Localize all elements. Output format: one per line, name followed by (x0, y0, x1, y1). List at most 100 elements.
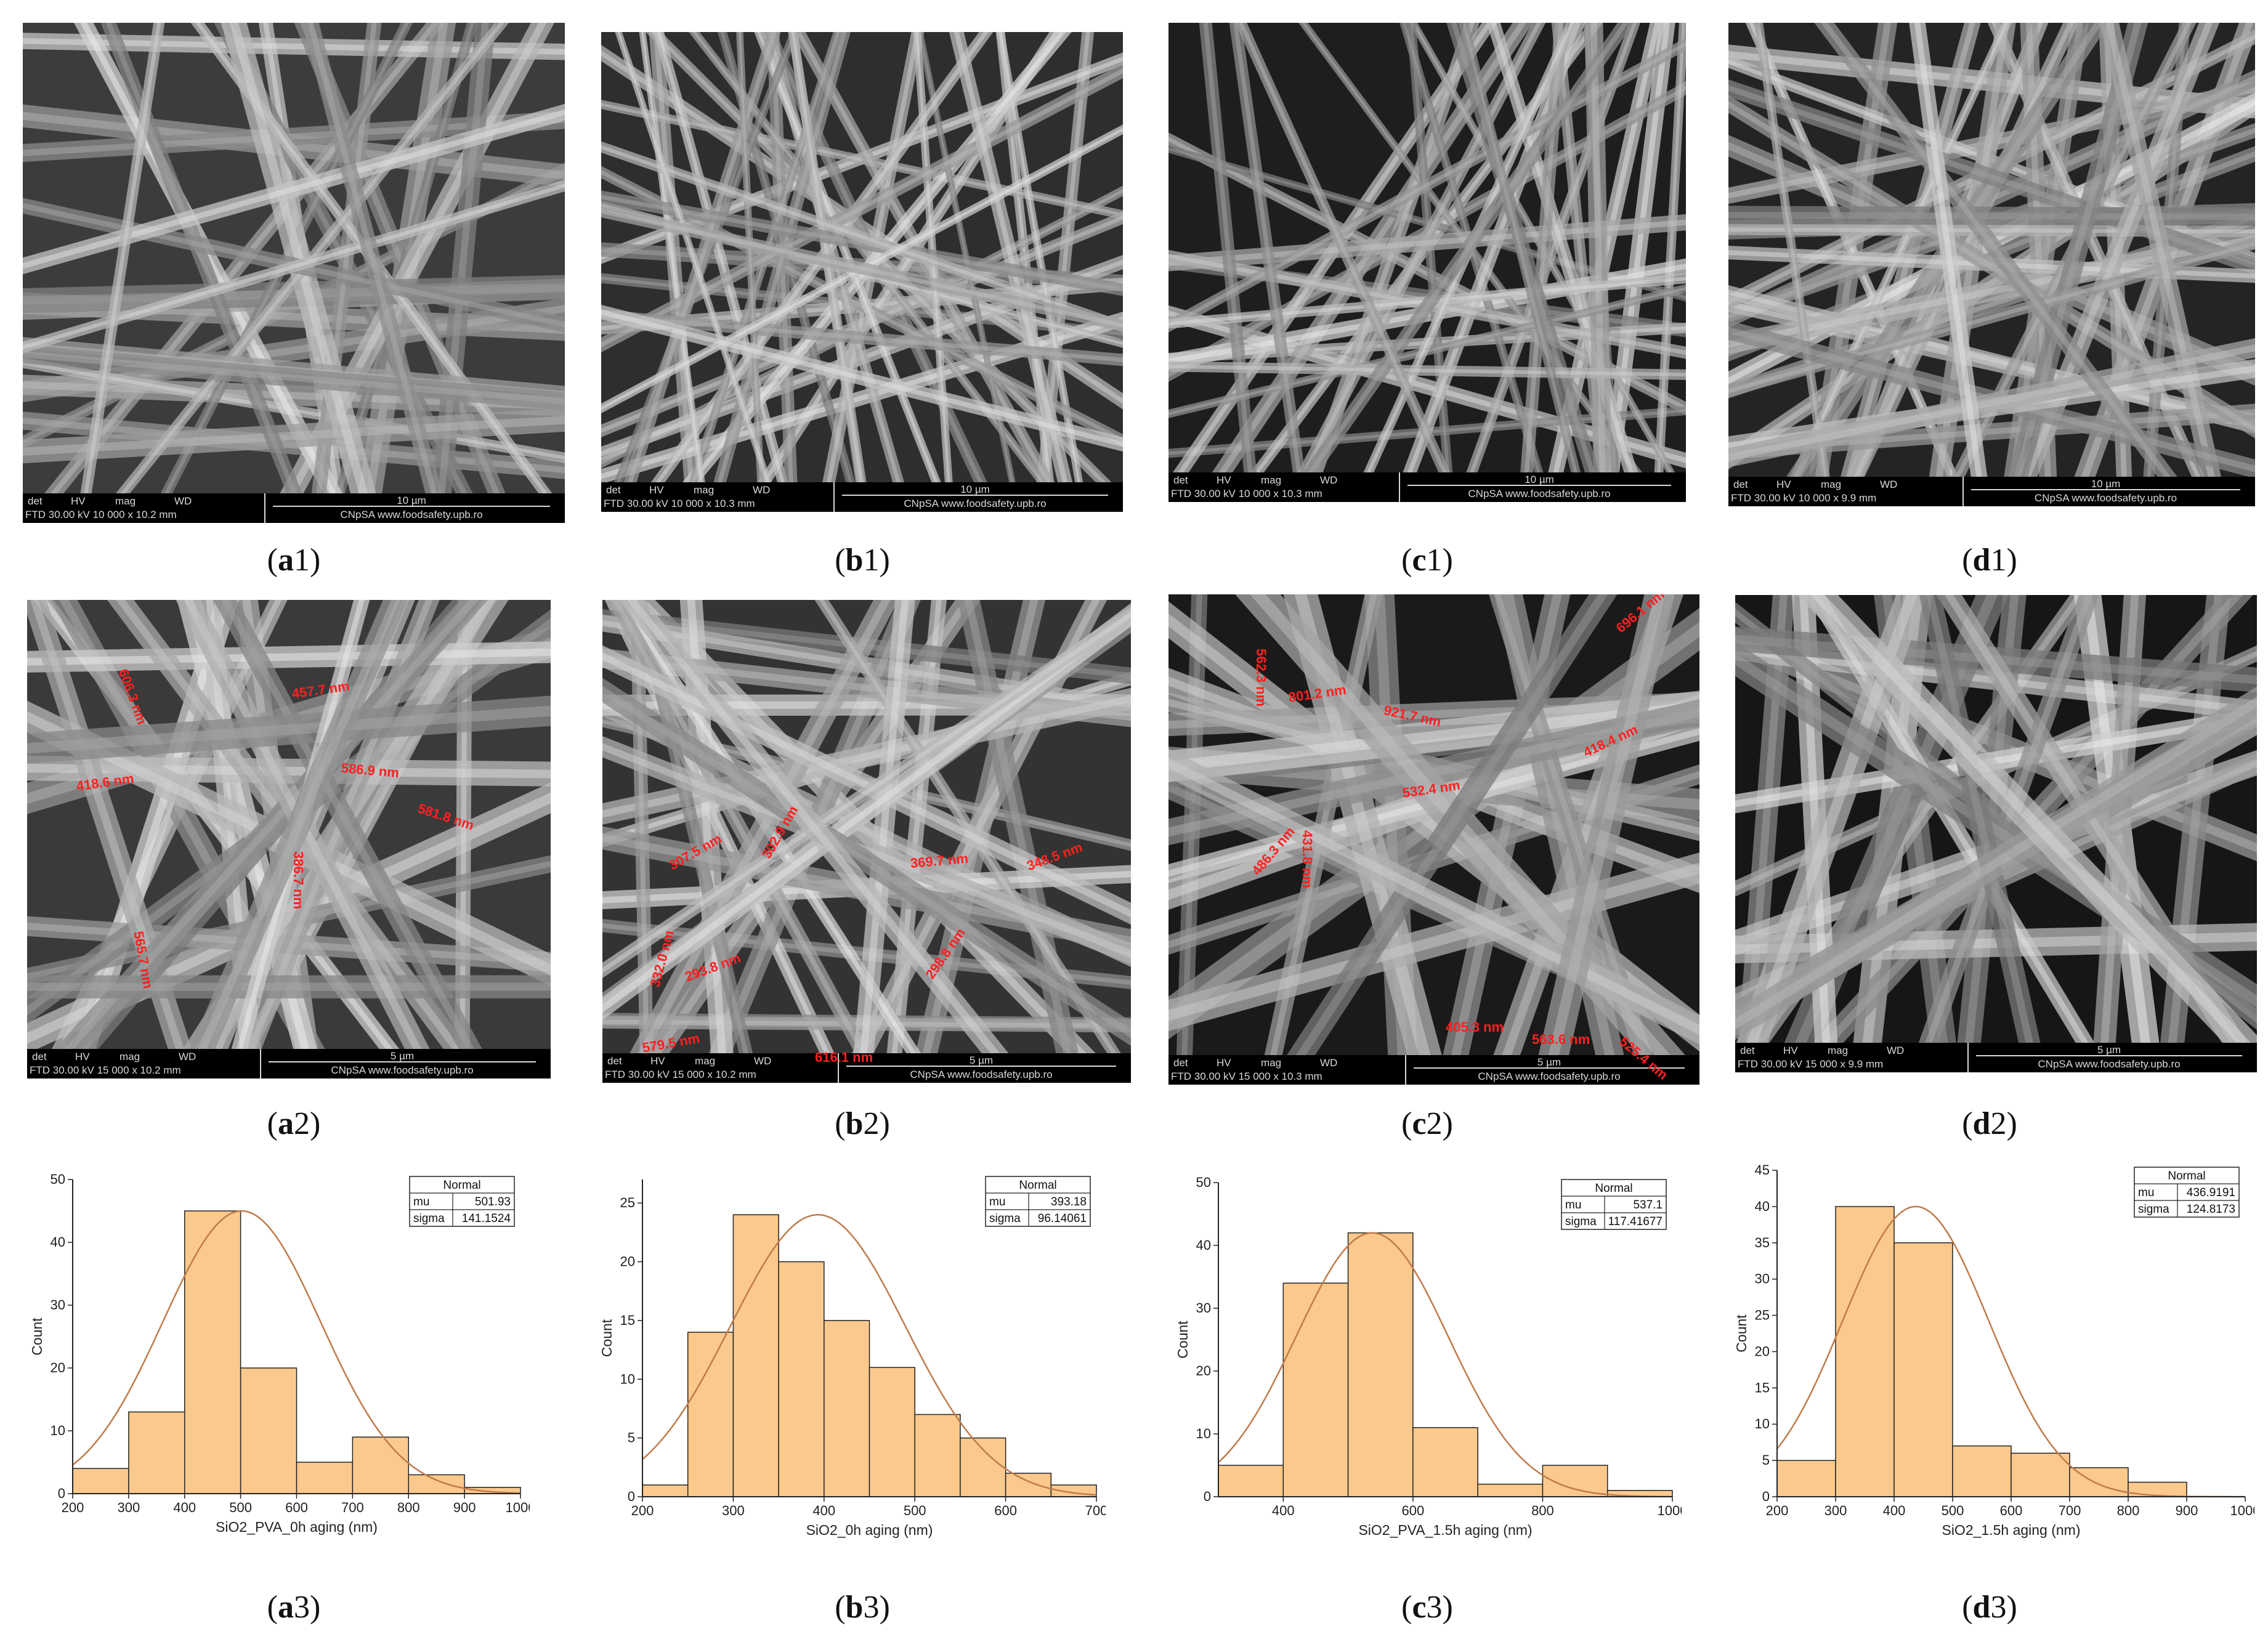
normal-fit-curve (72, 1210, 521, 1494)
x-axis-label: SiO2_0h aging (nm) (806, 1522, 933, 1538)
sem-info-bar: det HV mag WD FTD 30.00 kV 15 000 x 10.3 mm 5… (1168, 1055, 1699, 1085)
y-tick-label: 25 (1755, 1308, 1770, 1323)
sem-info-bar: det HV mag WD FTD 30.00 kV 15 000 x 9.9 mm 5 … (1735, 1043, 2257, 1072)
fiber-texture (1728, 23, 2255, 477)
histogram-bar (1952, 1445, 2012, 1497)
histogram-bar (1776, 1460, 1836, 1497)
sem-bar-separator (833, 482, 835, 512)
sem-mag-label: mag (1821, 479, 1842, 490)
scale-bar-label: 10 µm (397, 495, 426, 506)
histogram-bar (128, 1411, 185, 1494)
y-tick-label: 40 (1755, 1199, 1770, 1214)
scale-bar-label: 10 µm (960, 484, 990, 495)
legend-mu-value: 393.18 (1051, 1196, 1087, 1208)
sem-lab-url: CNpSA www.foodsafety.upb.ro (904, 498, 1047, 509)
scale-bar (842, 495, 1108, 496)
y-tick-label: 0 (628, 1489, 635, 1504)
y-tick-label: 40 (51, 1234, 65, 1250)
sem-bar-separator (1962, 477, 1964, 506)
x-tick-label: 600 (285, 1500, 308, 1515)
caption-c2: (c2) (1401, 1106, 1453, 1141)
sem-image-a2: det HV mag WD FTD 30.00 kV 15 000 x 10.2 mm 5… (27, 600, 551, 1079)
sem-image-c1: det HV mag WD FTD 30.00 kV 10 000 x 10.3 mm 1… (1168, 23, 1686, 502)
fit-legend: Normal mu 501.93 sigma 141.1524 (409, 1176, 515, 1227)
caption-a1: (a1) (267, 543, 321, 578)
y-tick-label: 20 (1196, 1363, 1211, 1378)
legend-mu-value: 436.9191 (2187, 1186, 2235, 1199)
legend-sigma-value: 117.41677 (1608, 1215, 1663, 1228)
x-axis-label: SiO2_PVA_1.5h aging (nm) (1358, 1522, 1532, 1538)
sem-wd-label: WD (1320, 474, 1338, 486)
sem-hv-label: HV (71, 495, 86, 507)
sem-parameters: FTD 30.00 kV 15 000 x 10.2 mm (605, 1069, 756, 1080)
histogram-bar (184, 1210, 241, 1494)
sem-bar-separator (260, 1049, 261, 1079)
histogram-bar (824, 1320, 870, 1497)
histogram-bar (408, 1474, 465, 1494)
legend-title: Normal (443, 1179, 480, 1192)
histogram-bar (1347, 1232, 1414, 1497)
legend-mu-label: mu (989, 1196, 1005, 1208)
sem-bar-separator (1399, 472, 1400, 502)
sem-hv-label: HV (1776, 479, 1791, 490)
scale-bar-label: 10 µm (1525, 474, 1554, 485)
fit-legend: Normal mu 537.1 sigma 117.41677 (1561, 1179, 1667, 1230)
sem-hv-label: HV (1783, 1045, 1798, 1056)
caption-c1: (c1) (1401, 543, 1453, 578)
y-tick-label: 40 (1196, 1237, 1211, 1253)
scale-bar-label: 10 µm (2091, 478, 2121, 490)
caption-d1: (d1) (1962, 543, 2017, 578)
sem-lab-url: CNpSA www.foodsafety.upb.ro (2034, 492, 2177, 504)
histogram-bar (778, 1261, 825, 1497)
y-tick-label: 0 (1204, 1489, 1211, 1504)
legend-sigma-label: sigma (989, 1212, 1021, 1225)
y-tick-label: 10 (1196, 1426, 1211, 1441)
sem-wd-label: WD (174, 495, 192, 507)
histogram-bar (240, 1367, 298, 1494)
x-axis-label: SiO2_PVA_0h aging (nm) (216, 1519, 378, 1535)
sem-det-label: det (607, 1055, 622, 1067)
sem-parameters: FTD 30.00 kV 15 000 x 10.2 mm (30, 1064, 181, 1076)
scale-bar-label: 5 µm (2097, 1044, 2121, 1056)
fiber-texture (601, 32, 1123, 482)
sem-mag-label: mag (694, 484, 715, 496)
y-tick-label: 0 (58, 1486, 65, 1501)
legend-mu-value: 501.93 (475, 1196, 511, 1208)
histogram-bar (2011, 1452, 2070, 1497)
x-tick-label: 200 (631, 1503, 654, 1518)
histogram-bar (1412, 1427, 1478, 1497)
sem-hv-label: HV (75, 1051, 90, 1062)
caption-a2: (a2) (267, 1106, 321, 1141)
y-tick-label: 50 (1196, 1175, 1211, 1190)
sem-info-bar: det HV mag WD FTD 30.00 kV 15 000 x 10.2 mm 5… (27, 1049, 551, 1079)
x-tick-label: 600 (1401, 1503, 1424, 1518)
scale-bar-label: 5 µm (969, 1054, 994, 1066)
sem-image-b2: det HV mag WD FTD 30.00 kV 15 000 x 10.2 mm 5… (602, 600, 1131, 1083)
sem-lab-url: CNpSA www.foodsafety.upb.ro (1478, 1070, 1621, 1082)
y-tick-label: 20 (620, 1254, 635, 1269)
diameter-measurement: 431.8 nm (1300, 830, 1315, 889)
x-axis-label: SiO2_1.5h aging (nm) (1942, 1522, 2080, 1538)
y-tick-label: 25 (620, 1195, 635, 1210)
x-tick-label: 500 (229, 1500, 252, 1515)
y-tick-label: 45 (1755, 1162, 1770, 1178)
sem-info-bar: det HV mag WD FTD 30.00 kV 15 000 x 10.2 mm 5… (602, 1053, 1131, 1083)
y-axis-label: Count (1733, 1314, 1749, 1353)
sem-wd-label: WD (1320, 1057, 1338, 1069)
fiber-texture (1735, 595, 2257, 1043)
caption-d2: (d2) (1962, 1106, 2017, 1141)
sem-hv-label: HV (649, 484, 664, 496)
y-tick-label: 50 (51, 1172, 65, 1187)
legend-sigma-value: 96.14061 (1038, 1212, 1087, 1225)
x-tick-label: 400 (812, 1503, 835, 1518)
x-tick-label: 600 (2000, 1503, 2023, 1518)
fit-legend: Normal mu 393.18 sigma 96.14061 (985, 1176, 1091, 1227)
y-tick-label: 10 (620, 1371, 635, 1386)
sem-wd-label: WD (1887, 1045, 1905, 1056)
caption-c3: (c3) (1401, 1590, 1453, 1625)
sem-hv-label: HV (650, 1055, 665, 1067)
